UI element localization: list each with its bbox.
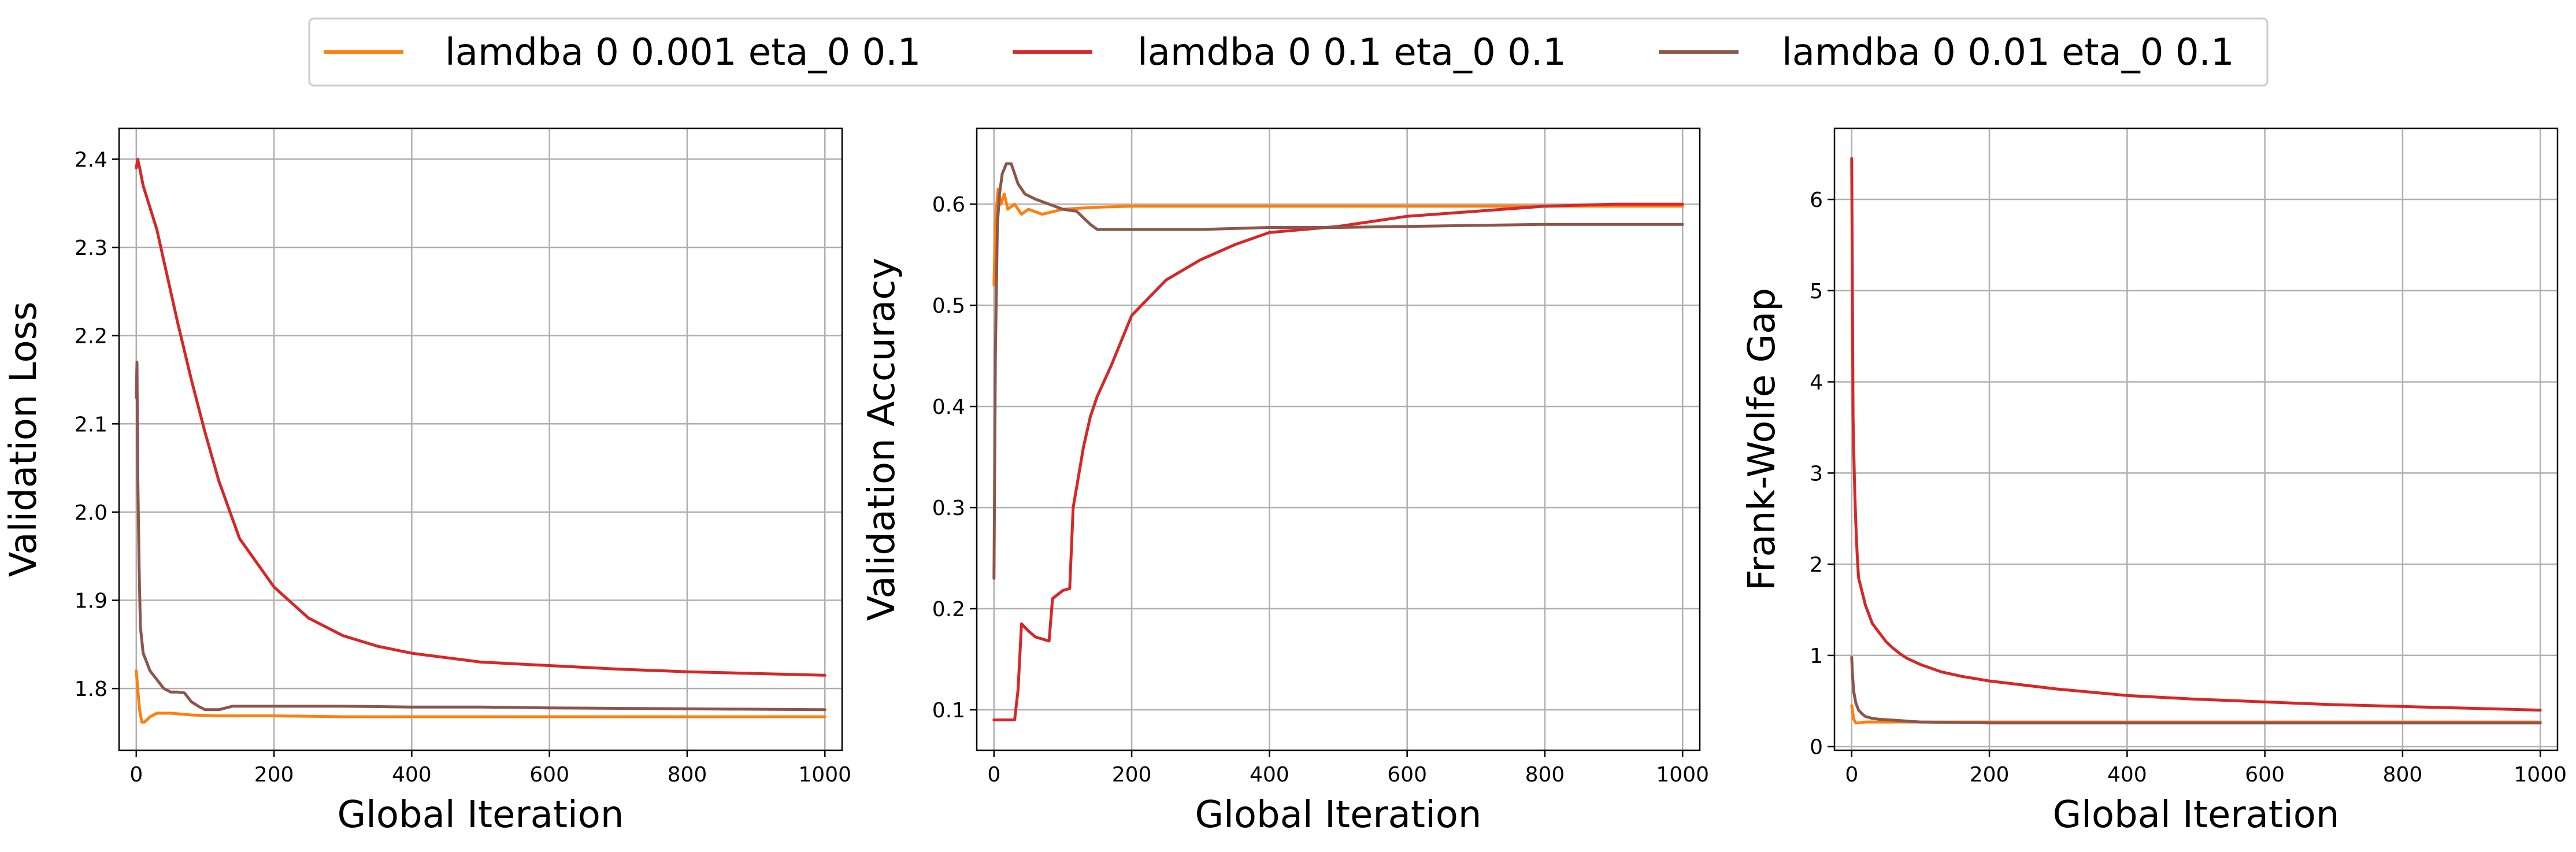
y-tick-label: 6 [1810,188,1823,212]
x-tick-label: 200 [1112,763,1152,787]
series-line [135,157,826,677]
legend: lamdba 0 0.001 eta_0 0.1 lamdba 0 0.1 et… [308,17,2269,87]
y-tick-label: 2.0 [75,501,108,525]
x-tick-label: 600 [529,763,569,787]
subplot-validation-loss: 0 200 400 600 800 1000 1.8 1.9 2.0 2.1 2.2 2.3 2.4 Gl… [2,127,851,836]
y-axis-title: Validation Accuracy [861,258,903,621]
series-line [992,162,1684,580]
y-axis-title: Validation Loss [2,302,45,577]
series-line [1850,655,2542,725]
legend-entry: lamdba 0 0.1 eta_0 0.1 [1013,31,1566,74]
x-tick-label: 600 [1387,763,1427,787]
series-line [992,202,1684,721]
y-tick-label: 0.3 [932,497,965,520]
legend-entry: lamdba 0 0.001 eta_0 0.1 [324,31,921,74]
series-line [992,187,1684,287]
x-tick-label: 400 [1250,763,1289,787]
series-line [135,361,826,712]
y-tick-label: 2.3 [75,236,108,260]
x-tick-label: 800 [668,763,707,787]
x-tick-label: 0 [129,763,143,787]
y-tick-label: 1.9 [75,590,108,613]
y-tick-label: 1 [1810,644,1823,668]
y-tick-label: 1.8 [75,677,108,701]
legend-label: lamdba 0 0.001 eta_0 0.1 [445,31,921,74]
x-tick-label: 600 [2245,763,2285,787]
y-tick-label: 0.2 [932,598,965,621]
y-axis-title: Frank-Wolfe Gap [1741,288,1784,591]
x-tick-label: 200 [254,763,294,787]
y-tick-label: 0.6 [932,193,965,217]
y-tick-label: 0.5 [932,294,965,318]
y-tick-label: 0.4 [932,395,965,419]
y-tick-label: 2 [1810,553,1823,577]
axes-frame [118,127,843,751]
x-axis-title: Global Iteration [338,794,624,836]
legend-frame [308,17,2269,87]
x-axis-title: Global Iteration [1195,794,1482,836]
x-tick-label: 0 [1845,763,1858,787]
x-tick-label: 1000 [1656,763,1709,787]
legend-label: lamdba 0 0.1 eta_0 0.1 [1137,31,1566,74]
x-tick-label: 1000 [2514,763,2567,787]
series-line [1850,157,2542,712]
y-tick-label: 5 [1810,280,1823,303]
subplot-frank-wolfe-gap: 0 200 400 600 800 1000 0 1 2 3 4 5 6 Global Iteration… [1741,127,2567,836]
legend-label: lamdba 0 0.01 eta_0 0.1 [1782,31,2234,74]
y-tick-label: 0 [1810,736,1823,760]
x-tick-label: 800 [2383,763,2423,787]
axes-frame [1833,127,2559,751]
y-tick-label: 2.1 [75,413,108,436]
x-tick-label: 200 [1970,763,2010,787]
subplot-validation-accuracy: 0 200 400 600 800 1000 0.1 0.2 0.3 0.4 0.5 0.6 Globa… [861,127,1709,836]
x-tick-label: 400 [2107,763,2147,787]
legend-entry: lamdba 0 0.01 eta_0 0.1 [1659,31,2234,74]
x-tick-label: 800 [1525,763,1565,787]
y-tick-label: 2.2 [75,325,108,349]
series-line [135,669,826,724]
x-tick-label: 1000 [798,763,851,787]
y-tick-label: 2.4 [75,148,108,172]
x-tick-label: 0 [987,763,1000,787]
axes-frame [976,127,1701,751]
y-tick-label: 3 [1810,462,1823,486]
x-axis-title: Global Iteration [2053,794,2340,836]
y-tick-label: 0.1 [932,699,965,723]
y-tick-label: 4 [1810,371,1823,395]
x-tick-label: 400 [392,763,432,787]
